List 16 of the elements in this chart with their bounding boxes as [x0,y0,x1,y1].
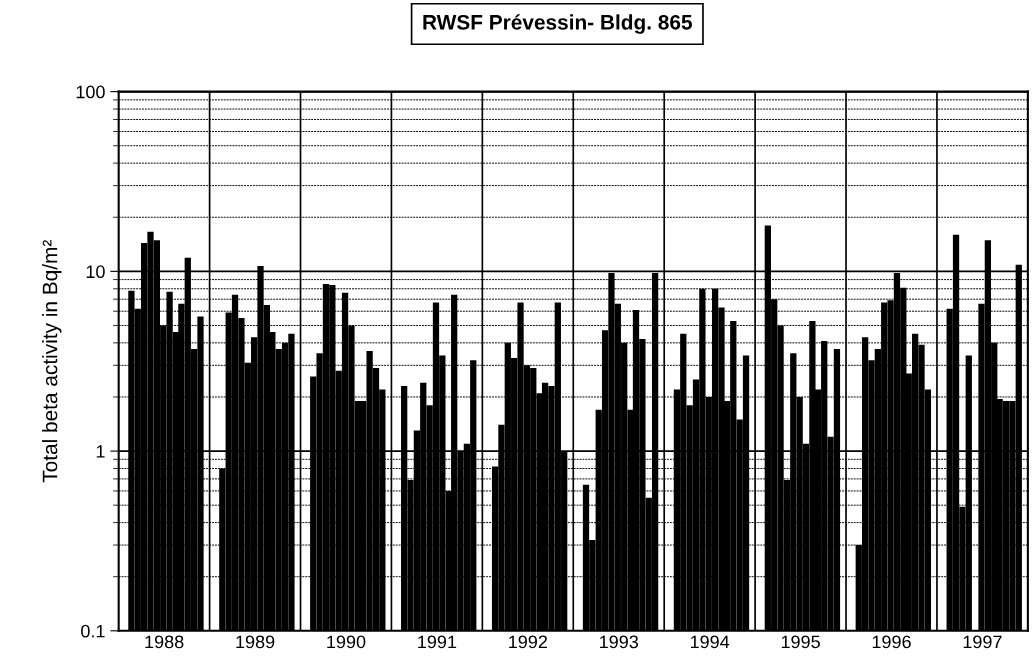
x-tick-label: 1994 [690,635,730,649]
x-tick-label: 1996 [872,635,911,649]
x-tick-label: 1993 [600,635,639,649]
x-tick-label: 1997 [963,635,1002,649]
y-tick-label: 0.1 [81,624,105,638]
y-tick-label: 1 [96,445,105,458]
y-tick-label: 100 [76,85,105,99]
chart-title: RWSF Prévessin- Bldg. 865 [423,14,692,34]
y-axis-title: Total beta activity in Bq/m² [42,240,62,483]
x-tick-label: 1995 [781,635,820,649]
x-tick-label: 1988 [145,635,184,649]
y-tick-label: 10 [86,265,105,279]
x-tick-label: 1991 [418,635,457,649]
x-tick-label: 1990 [327,635,366,649]
x-tick-label: 1989 [236,635,275,649]
x-tick-label: 1992 [509,635,547,649]
